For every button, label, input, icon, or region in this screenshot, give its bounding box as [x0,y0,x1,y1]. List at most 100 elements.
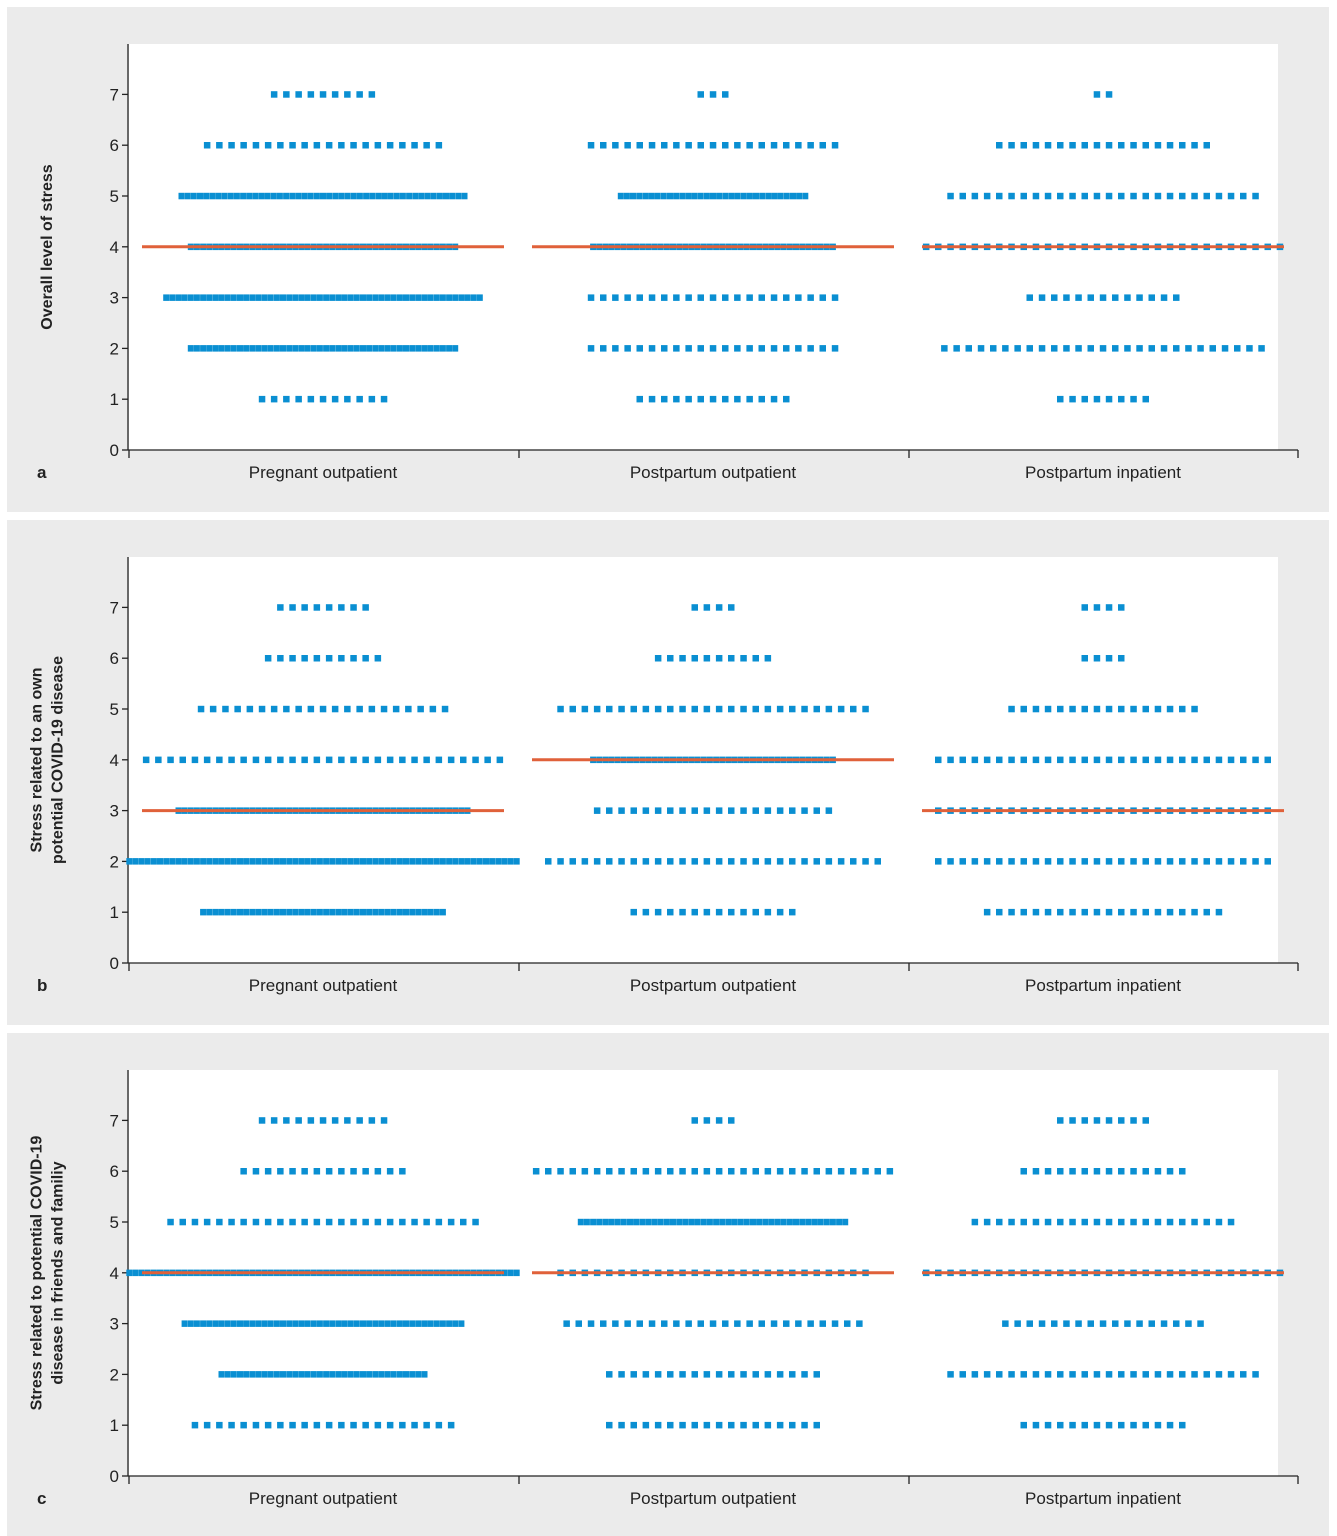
data-point [1093,1168,1101,1175]
data-point [338,756,345,764]
data-point [470,294,477,301]
data-point [1203,908,1210,916]
data-point [813,705,820,713]
data-point [746,1320,753,1327]
data-point [627,1218,633,1226]
data-point [427,294,434,301]
data-point [421,858,428,865]
data-point [728,705,735,713]
data-point [218,858,225,865]
data-point [783,294,790,301]
data-point [476,294,483,301]
data-point [624,294,631,301]
data-point [715,705,723,713]
data-point [264,192,271,200]
data-point [612,142,619,149]
data-point [1002,1320,1009,1327]
data-point [756,1218,763,1226]
data-point [144,858,151,865]
data-point [380,1117,388,1124]
data-point [360,345,366,352]
data-point [203,192,210,200]
data-point [392,705,400,713]
data-point [935,858,942,865]
data-point [965,345,972,352]
data-point [1112,294,1119,301]
data-point [399,1168,406,1175]
data-point [1105,1371,1113,1378]
data-point [1081,1168,1088,1175]
data-point [360,858,366,865]
data-point [862,705,869,713]
data-point [600,345,607,352]
data-point [1203,858,1210,865]
data-point [776,705,784,713]
data-point [577,1218,584,1226]
data-point [1252,858,1259,865]
data-point [587,1320,595,1327]
data-point [378,908,385,916]
data-point [181,1320,188,1327]
data-point [1227,1218,1235,1226]
data-point [813,1421,820,1429]
data-point [789,807,796,814]
data-point [372,1320,379,1327]
data-point [412,192,419,200]
data-point [673,192,680,200]
data-point [452,858,459,865]
data-point [366,294,373,301]
data-point [1130,1218,1137,1226]
data-point [1032,1421,1040,1429]
data-point [1008,1371,1015,1378]
data-point [630,1168,637,1175]
data-point [685,345,692,352]
data-point [1069,1168,1076,1175]
data-point [403,858,409,865]
data-point [1142,192,1149,200]
data-point [624,345,631,352]
data-point [1118,655,1125,662]
data-point [1020,192,1027,200]
data-point [301,756,308,764]
data-point [435,1421,443,1429]
data-point [777,192,784,200]
data-point [1142,858,1149,865]
data-point [1142,1218,1149,1226]
data-point [215,192,222,200]
data-point [971,1218,979,1226]
data-point [411,756,418,764]
x-category-label: Postpartum outpatient [630,463,797,482]
data-point [713,1218,720,1226]
data-point [685,1320,692,1327]
data-point [384,858,391,865]
data-point [654,908,662,916]
data-point [606,858,613,865]
data-point [740,908,747,916]
data-point [341,294,348,301]
data-point [243,1320,250,1327]
data-point [332,192,339,200]
data-point [807,1320,814,1327]
data-point [280,294,286,301]
data-point [126,858,133,865]
data-point [996,858,1003,865]
data-point [789,1168,796,1175]
data-point [715,1371,723,1378]
data-point [350,192,357,200]
data-point [193,858,200,865]
data-point [1203,756,1210,764]
data-point [1173,345,1180,352]
data-point [384,908,391,916]
data-point [776,908,784,916]
data-point [1020,705,1027,713]
data-point [679,1168,686,1175]
data-point [310,1320,317,1327]
data-point [427,858,434,865]
data-point [837,705,845,713]
data-point [801,705,808,713]
data-point [289,192,296,200]
data-point [362,1421,369,1429]
data-point [776,1421,784,1429]
data-point [1160,1320,1168,1327]
data-point [1185,1320,1192,1327]
